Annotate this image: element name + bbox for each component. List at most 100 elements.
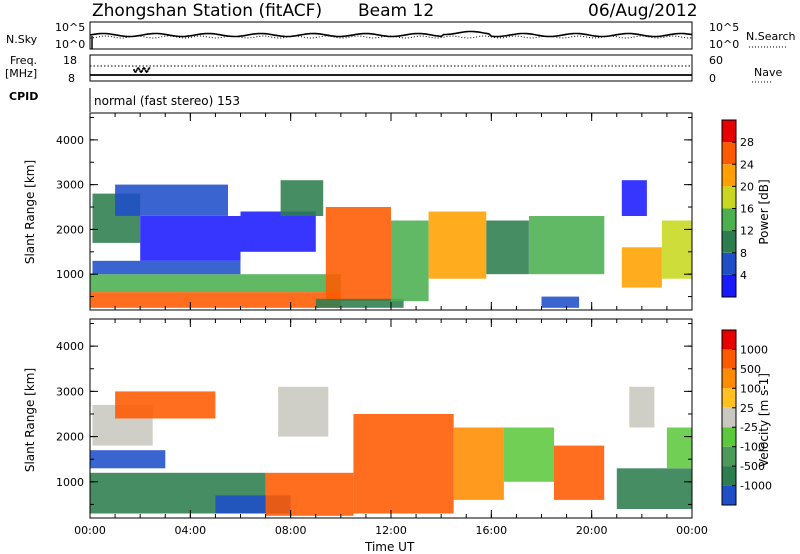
colorbar-tick-label: -1000	[740, 480, 772, 493]
cpid-label: CPID	[9, 90, 39, 103]
velocity-colorbar-swatch	[722, 349, 736, 369]
freq-dot	[133, 69, 135, 71]
y-tick-label: 1000	[56, 268, 84, 281]
power-region	[325, 207, 391, 301]
velocity-colorbar-swatch	[722, 368, 736, 389]
velocity-colorbar-swatch	[722, 330, 736, 350]
power-colorbar-swatch	[722, 142, 736, 165]
power-region	[621, 247, 662, 288]
nave-label: Nave	[754, 66, 783, 79]
colorbar-tick-label: 1000	[740, 343, 768, 356]
power-colorbar-swatch	[722, 274, 736, 297]
colorbar-tick-label: -25	[740, 421, 758, 434]
velocity-colorbar-swatch	[722, 446, 736, 467]
nave-tick-bottom: 0	[709, 72, 716, 85]
velocity-region	[616, 468, 693, 509]
y-tick-label: 2000	[56, 431, 84, 444]
nsky-label: N.Sky	[6, 33, 38, 46]
colorbar-tick-label: -100	[740, 441, 765, 454]
colorbar-tick-label: 25	[740, 402, 754, 415]
velocity-colorbar-swatch	[722, 485, 736, 505]
power-colorbar-swatch	[722, 164, 736, 187]
power-colorbar-swatch	[722, 120, 736, 143]
freq-dot	[138, 68, 141, 71]
power-region	[541, 296, 580, 308]
freq-tick-bottom: 8	[68, 72, 75, 85]
freq-dot	[148, 67, 151, 70]
x-axis-label: Time UT	[365, 540, 415, 554]
power-region	[621, 180, 647, 216]
colorbar-tick-label: 100	[740, 382, 761, 395]
power-region	[315, 298, 404, 308]
nsearch-line	[89, 35, 693, 39]
x-tick-label: 16:00	[475, 524, 507, 537]
freq-dot	[146, 70, 149, 73]
y-tick-label: 3000	[56, 385, 84, 398]
nsky-panel	[89, 21, 693, 50]
power-colorbar-swatch	[722, 230, 736, 253]
colorbar-tick-label: 20	[740, 180, 754, 193]
station-title: Zhongshan Station (fitACF)	[92, 1, 323, 21]
colorbar-tick-label: -500	[740, 460, 765, 473]
nsky-tick-top: 10^5	[55, 21, 86, 34]
colorbar-tick-label: 4	[740, 269, 747, 282]
velocity-colorbar-swatch	[722, 388, 736, 408]
velocity-region	[115, 391, 216, 419]
y-tick-label: 4000	[56, 340, 84, 353]
freq-dot	[135, 69, 138, 72]
x-tick-label: 00:00	[676, 524, 708, 537]
y-tick-label: 2000	[56, 223, 84, 236]
velocity-region	[353, 414, 454, 514]
power-region	[140, 216, 241, 261]
power-region	[240, 211, 316, 252]
power-colorbar-swatch	[722, 208, 736, 231]
x-tick-label: 20:00	[576, 524, 608, 537]
velocity-region	[90, 450, 166, 469]
colorbar-tick-label: 28	[740, 136, 754, 149]
power-colorbar-swatch	[722, 252, 736, 275]
power-region	[428, 211, 487, 279]
power-region	[486, 220, 529, 275]
velocity-region	[666, 427, 692, 469]
y-tick-label: 3000	[56, 179, 84, 192]
beam-title: Beam 12	[358, 1, 435, 21]
power-region	[92, 260, 241, 275]
cpid-value: normal (fast stereo) 153	[94, 94, 241, 108]
colorbar-tick-label: 8	[740, 247, 747, 260]
nsky-tick-bottom: 10^0	[55, 38, 86, 51]
colorbar-tick-label: 24	[740, 158, 754, 171]
power-region	[90, 274, 341, 293]
velocity-region	[453, 427, 504, 500]
velocity-colorbar-swatch	[722, 407, 736, 428]
velocity-region	[554, 445, 605, 500]
velocity-colorbar-swatch	[722, 466, 736, 486]
nsearch-label: N.Search	[746, 30, 796, 43]
x-tick-label: 00:00	[74, 524, 106, 537]
freq-dot	[143, 67, 146, 70]
freq-panel	[89, 54, 693, 82]
power-region	[115, 184, 228, 216]
velocity-region	[503, 427, 555, 482]
power-region	[391, 220, 429, 302]
nsearch-tick-bottom: 10^0	[709, 38, 740, 51]
velocity-region	[265, 472, 354, 516]
freq-label-1: Freq.	[10, 54, 38, 67]
power-region	[280, 180, 324, 216]
colorbar-tick-label: 12	[740, 225, 754, 238]
freq-label-2: [MHz]	[5, 67, 38, 80]
power-colorbar-swatch	[722, 186, 736, 209]
nave-tick-top: 60	[709, 54, 723, 67]
y-tick-label: 4000	[56, 134, 84, 147]
freq-dot	[141, 69, 144, 72]
freq-tick-top: 18	[63, 54, 77, 67]
freq-dot	[134, 70, 137, 73]
colorbar-tick-label: 16	[740, 203, 754, 216]
power-region	[90, 292, 341, 308]
velocity-colorbar-swatch	[722, 427, 736, 447]
nsearch-tick-top: 10^5	[709, 21, 740, 34]
date-title: 06/Aug/2012	[588, 1, 698, 21]
x-tick-label: 04:00	[174, 524, 206, 537]
colorbar-tick-label: 500	[740, 363, 761, 376]
velocity-region	[629, 386, 655, 428]
